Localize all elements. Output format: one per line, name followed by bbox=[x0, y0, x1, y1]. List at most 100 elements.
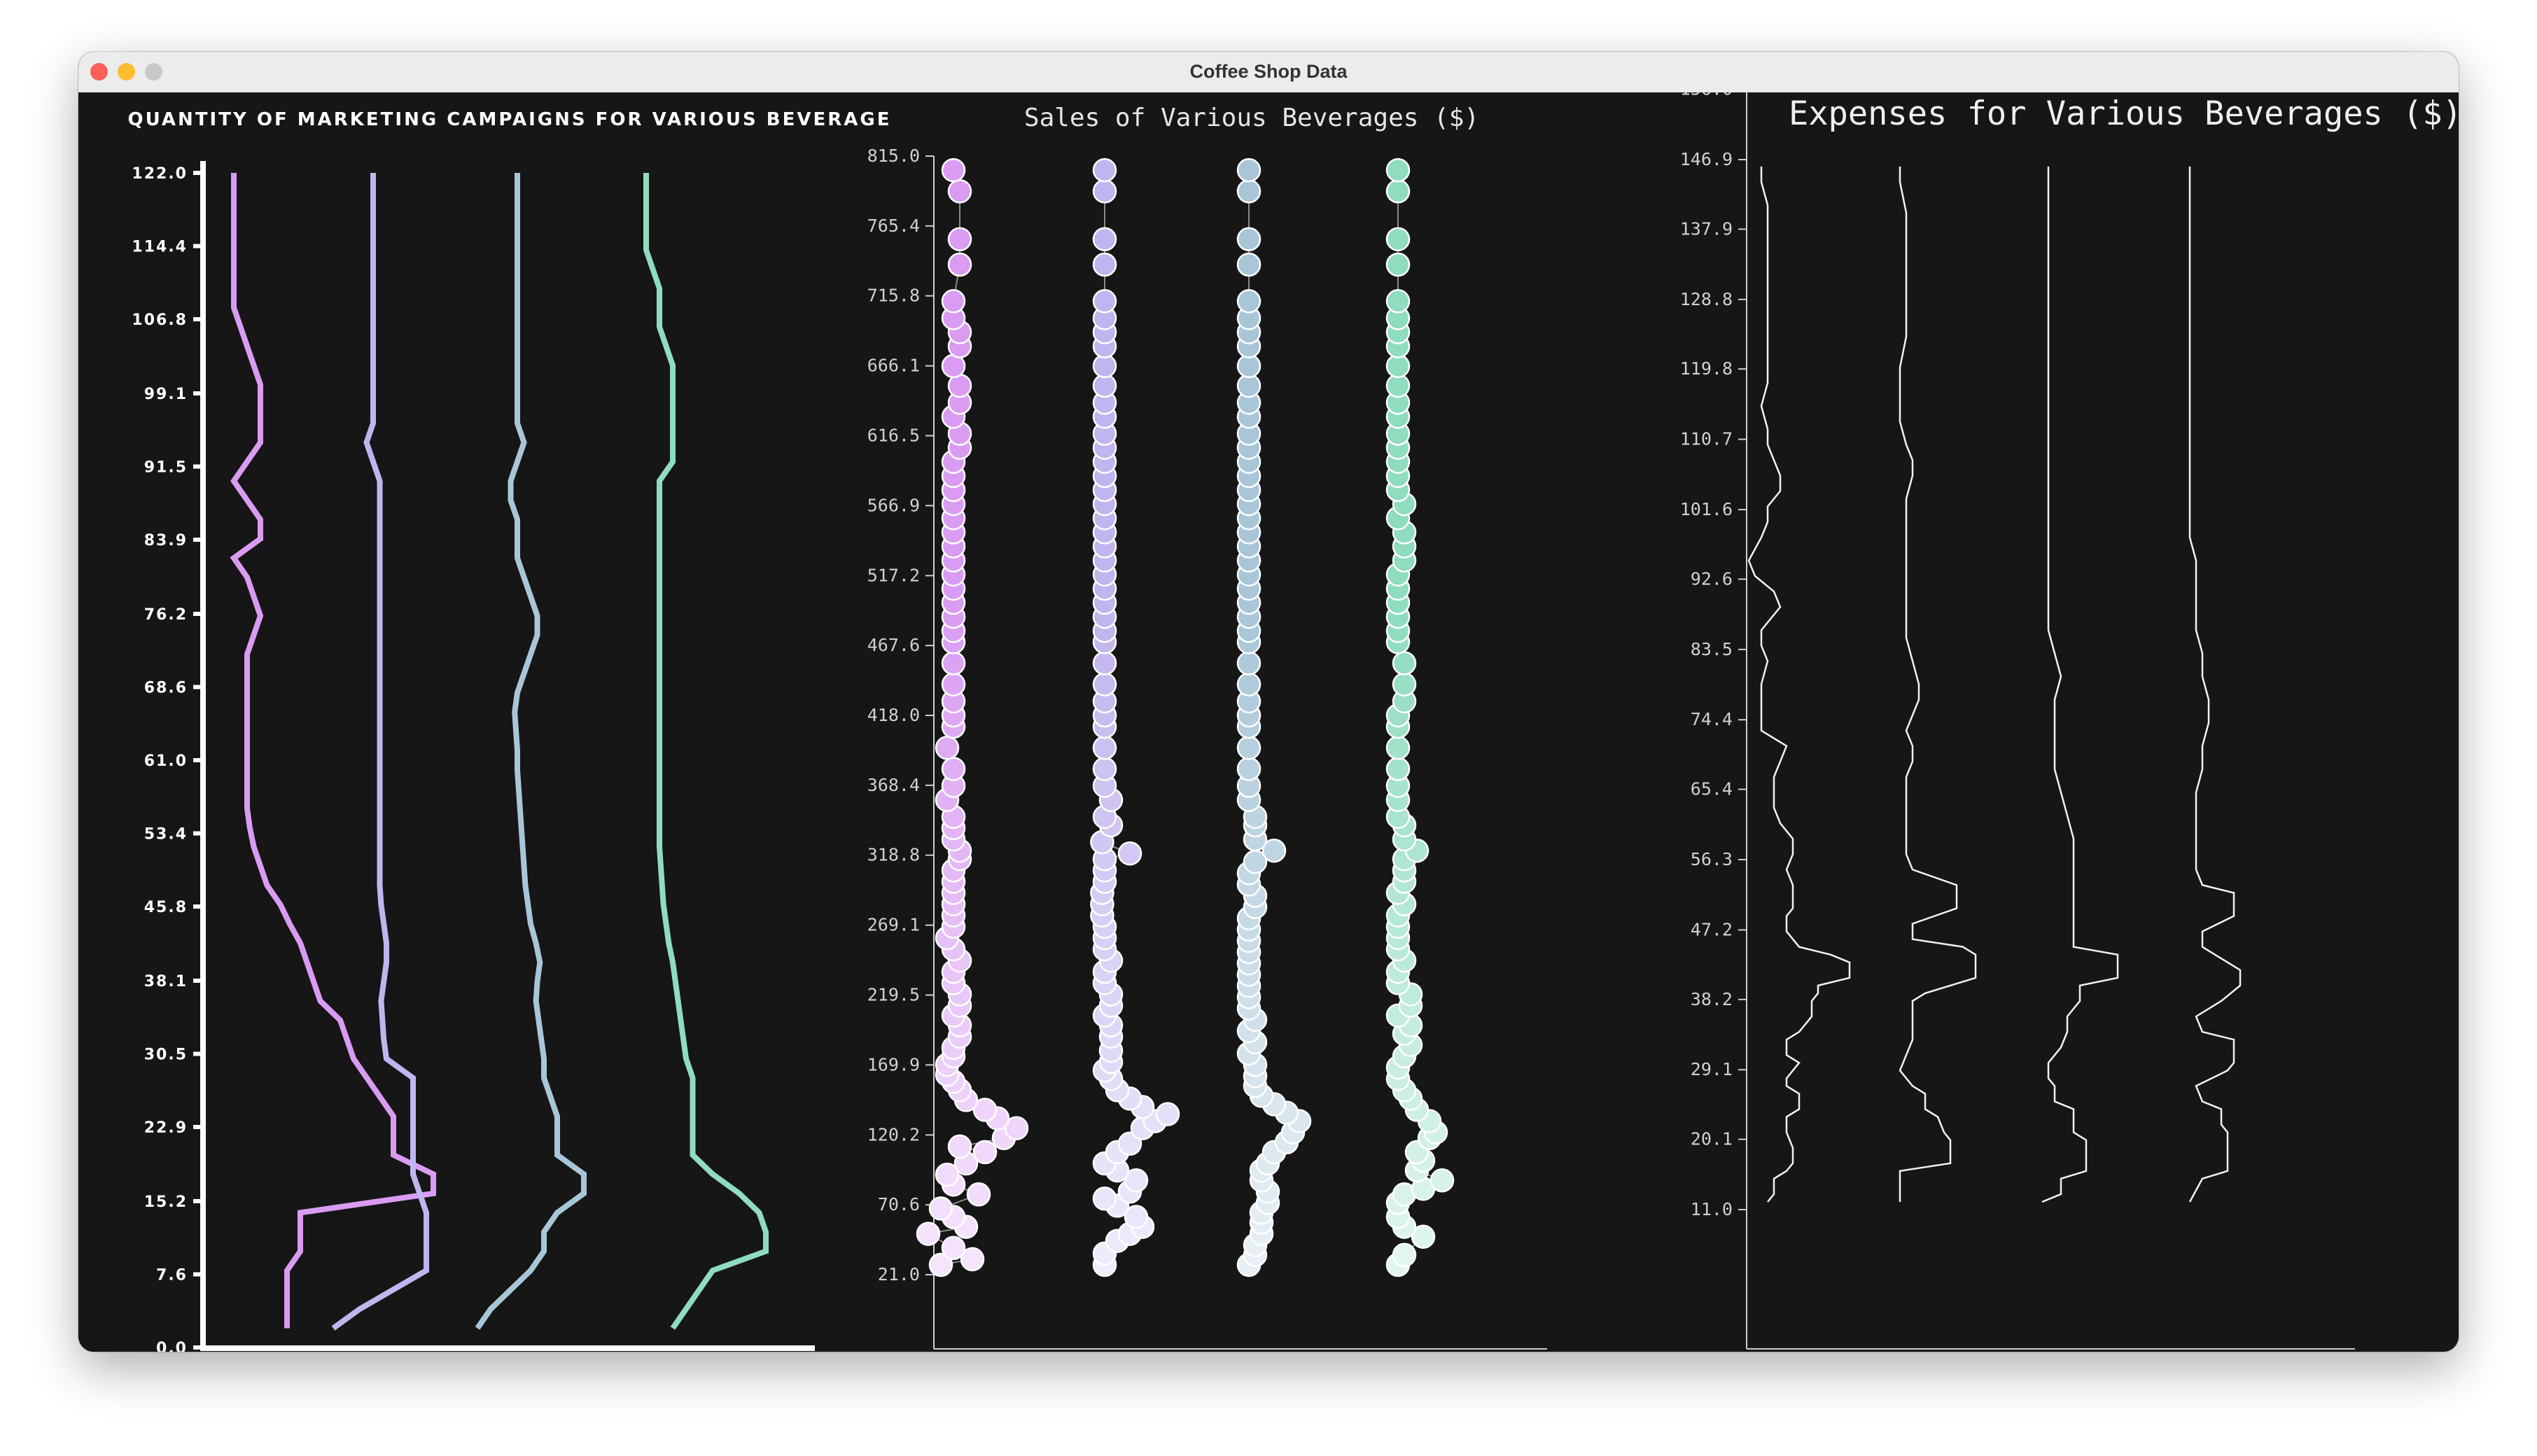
chart2-point bbox=[1236, 672, 1261, 696]
chart2-point bbox=[1385, 227, 1411, 251]
chart1-y-tick-label: 38.1 bbox=[144, 973, 188, 990]
chart1-y-tick-label: 53.4 bbox=[144, 826, 188, 844]
chart1-y-tick-label: 22.9 bbox=[144, 1119, 188, 1137]
chart2-point bbox=[1092, 158, 1117, 183]
chart2-point-base bbox=[1412, 1177, 1434, 1200]
chart3-y-tick-label: 74.4 bbox=[1691, 709, 1733, 729]
chart3-y-tick-label: 119.8 bbox=[1680, 358, 1733, 379]
chart-area: QUANTITY OF MARKETING CAMPAIGNS FOR VARI… bbox=[78, 92, 2459, 1352]
chart2-title: Sales of Various Beverages ($) bbox=[1024, 104, 1479, 132]
chart3-y-tick-label: 20.1 bbox=[1691, 1129, 1733, 1149]
chart2-point-base bbox=[1005, 1116, 1028, 1140]
chart2-point bbox=[1261, 838, 1287, 863]
chart1-series-coffee-line bbox=[230, 173, 436, 1329]
chart1-series-tea-line bbox=[643, 173, 769, 1330]
chart2-point bbox=[1236, 757, 1261, 781]
chart2-y-tick-label: 318.8 bbox=[867, 845, 920, 865]
chart1-y-tick-label: 114.4 bbox=[132, 239, 188, 256]
chart3-y-tick-label: 92.6 bbox=[1691, 568, 1733, 589]
chart2-point bbox=[1411, 1224, 1436, 1249]
chart2-point-base bbox=[1125, 1205, 1147, 1228]
chart3-y-tick-label: 65.4 bbox=[1691, 779, 1733, 799]
chart2-point bbox=[1004, 1116, 1029, 1140]
chart2-y-tick-label: 70.6 bbox=[878, 1194, 920, 1214]
chart2-point-base bbox=[1393, 1183, 1416, 1206]
chart2-point bbox=[1092, 757, 1117, 781]
chart2-point-base bbox=[1431, 1169, 1453, 1192]
zoom-button[interactable] bbox=[145, 63, 162, 80]
chart3-y-tick-label: 137.9 bbox=[1680, 218, 1733, 239]
chart2-point-base bbox=[949, 1135, 971, 1158]
chart2-point bbox=[928, 1252, 953, 1278]
chart2-point bbox=[1236, 736, 1261, 760]
chart1-y-tick-label: 45.8 bbox=[144, 899, 188, 916]
chart1-y-tick-label: 15.2 bbox=[144, 1194, 188, 1211]
chart2-point-base bbox=[917, 1222, 939, 1245]
chart2-point bbox=[1385, 158, 1411, 183]
chart3-y-tick-label: 83.5 bbox=[1691, 639, 1733, 659]
chart2-point bbox=[1117, 841, 1142, 866]
chart2-point-base bbox=[942, 1236, 965, 1259]
chart2-point bbox=[941, 1236, 966, 1261]
chart2-point bbox=[941, 158, 966, 183]
chart3-title: Expenses for Various Beverages ($) bbox=[1789, 94, 2459, 133]
chart1-y-tick-label: 7.6 bbox=[156, 1266, 188, 1284]
chart2-point bbox=[1092, 651, 1117, 676]
chart2-y-tick-label: 169.9 bbox=[867, 1054, 920, 1074]
chart2-point bbox=[1092, 252, 1117, 277]
chart2-y-tick-label: 815.0 bbox=[867, 146, 920, 166]
chart1-y-tick-label: 0.0 bbox=[156, 1340, 188, 1352]
chart2-point bbox=[935, 736, 960, 760]
chart2-point bbox=[1092, 672, 1117, 696]
chart1-y-tick-label: 91.5 bbox=[144, 459, 188, 477]
chart3-y-tick-label: 47.2 bbox=[1691, 919, 1733, 939]
chart2-point bbox=[1385, 179, 1411, 204]
chart3-y-tick-label: 38.2 bbox=[1691, 989, 1733, 1009]
chart2-point-base bbox=[974, 1098, 996, 1121]
chart3-series-espresso-line bbox=[1899, 166, 1977, 1202]
chart2-point bbox=[1385, 289, 1411, 314]
chart1-y-tick-label: 99.1 bbox=[144, 386, 188, 403]
chart2-point bbox=[947, 227, 972, 251]
chart3-series-coffee-line bbox=[1747, 166, 1851, 1203]
chart3-y-tick-label: 29.1 bbox=[1691, 1059, 1733, 1079]
chart2-point bbox=[947, 1134, 972, 1159]
chart2-point bbox=[1124, 1168, 1149, 1193]
window-title: Coffee Shop Data bbox=[1189, 61, 1348, 82]
close-button[interactable] bbox=[90, 63, 108, 80]
chart2-point bbox=[1392, 672, 1417, 696]
chart2-y-tick-label: 517.2 bbox=[867, 565, 920, 585]
chart2-y-tick-label: 120.2 bbox=[867, 1124, 920, 1144]
chart2-point-base bbox=[1393, 1243, 1416, 1266]
minimize-button[interactable] bbox=[118, 63, 135, 80]
chart2-point bbox=[1092, 179, 1117, 204]
chart2-point bbox=[916, 1222, 941, 1246]
chart2-point bbox=[1117, 1131, 1142, 1156]
chart2-y-tick-label: 418.0 bbox=[867, 705, 920, 725]
chart1-y-tick-label: 68.6 bbox=[144, 679, 188, 696]
chart1-y-tick-label: 76.2 bbox=[144, 606, 188, 624]
chart2-point bbox=[947, 252, 972, 277]
chart2-point bbox=[1385, 736, 1411, 760]
chart2-point-base bbox=[1156, 1102, 1179, 1126]
chart2-point bbox=[928, 1196, 953, 1221]
chart1-y-tick-label: 83.9 bbox=[144, 532, 188, 550]
chart2-point-base bbox=[1412, 1225, 1434, 1248]
chart2-point bbox=[1092, 736, 1117, 760]
chart1-y-tick-label: 106.8 bbox=[132, 312, 188, 329]
chart2-y-tick-label: 21.0 bbox=[878, 1264, 920, 1284]
chart1-y-tick-label: 122.0 bbox=[132, 165, 188, 183]
chart3-y-tick-label: 11.0 bbox=[1691, 1199, 1733, 1219]
chart3-y-tick-label: 101.6 bbox=[1680, 499, 1733, 519]
chart2-series-coffee bbox=[916, 158, 1029, 1278]
chart3-y-tick-label: 146.9 bbox=[1680, 149, 1733, 169]
chart2-point-base bbox=[1125, 1169, 1147, 1192]
chart3-series-herbal-tea-line bbox=[2041, 166, 2119, 1203]
chart1-series-espresso-line bbox=[331, 173, 429, 1331]
chart2-series-tea bbox=[1385, 158, 1455, 1278]
chart1-series-herbal-tea-line bbox=[475, 173, 587, 1330]
chart3-y-tick-label: 156.0 bbox=[1680, 92, 1733, 99]
chart2-point bbox=[941, 289, 966, 314]
chart2-y-tick-label: 368.4 bbox=[867, 775, 920, 795]
chart2-y-tick-label: 715.8 bbox=[867, 286, 920, 306]
